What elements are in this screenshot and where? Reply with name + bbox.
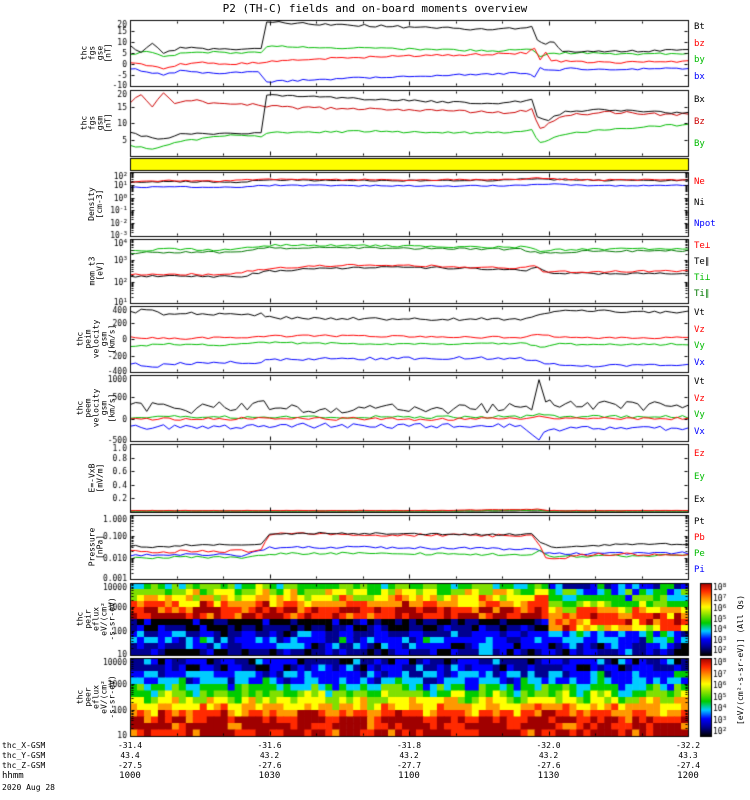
legend-fgs_gsm-Bx: Bx bbox=[694, 95, 705, 105]
axis-row-label-thc_Y-GSM: thc_Y-GSM bbox=[2, 751, 46, 760]
legend-fgs_gse-by: by bbox=[694, 55, 705, 66]
axis-value-thc_X-GSM-1: -31.6 bbox=[257, 741, 282, 750]
panel-label-density: Density [cm-3] bbox=[86, 187, 104, 221]
axis-row-label-thc_X-GSM: thc_X-GSM bbox=[2, 741, 46, 750]
axis-value-hhmm-4: 1200 bbox=[677, 771, 699, 781]
axis-value-thc_Y-GSM-4: 43.3 bbox=[678, 751, 698, 760]
legend-fgs_gse-bx: bx bbox=[694, 71, 705, 82]
legend-pressure-Pt: Pt bbox=[694, 517, 705, 527]
axis-value-thc_X-GSM-4: -32.2 bbox=[675, 741, 701, 750]
panel-label-peem_velocity: thc peem velocity gsm [km/s] bbox=[74, 388, 116, 428]
axis-value-thc_Y-GSM-2: 43.2 bbox=[399, 751, 419, 760]
legend-peem_velocity-Vz: Vz bbox=[694, 393, 705, 404]
axis-row-label-hhmm: hhmm bbox=[2, 771, 24, 781]
legend-peem_velocity-Vy: Vy bbox=[694, 410, 705, 421]
legend-fgs_gsm-Bz: Bz bbox=[694, 117, 705, 127]
legend-e_vxb-Ez: Ez bbox=[694, 449, 705, 460]
axis-value-thc_X-GSM-0: -31.4 bbox=[117, 741, 143, 750]
panel-label-e_vxb: E=-VxB [mV/m] bbox=[86, 463, 104, 493]
legend-mom_t3-Ti⊥: Ti⊥ bbox=[694, 273, 711, 283]
legend-density-Ni: Ni bbox=[694, 198, 705, 208]
legend-pressure-Pe: Pe bbox=[694, 549, 705, 559]
axis-value-thc_Z-GSM-4: -27.4 bbox=[675, 761, 701, 770]
legend-fgs_gse-Bt: Bt bbox=[694, 22, 705, 33]
panel-label-peer_eflux: thc peer eflux eV/(cm² -s-sr-eV) bbox=[75, 675, 117, 719]
axis-value-hhmm-3: 1130 bbox=[537, 771, 560, 781]
axis-value-thc_Z-GSM-2: -27.7 bbox=[396, 761, 422, 770]
axis-value-thc_Z-GSM-1: -27.6 bbox=[257, 761, 282, 770]
legend-peem_velocity-Vt: Vt bbox=[694, 377, 705, 388]
legend-pressure-Pi: Pi bbox=[694, 565, 705, 575]
legend-peim_velocity-Vx: Vx bbox=[694, 357, 705, 368]
panel-label-peim_velocity: thc peim velocity gsm [km/s] bbox=[74, 319, 116, 359]
legend-fgs_gsm-By: By bbox=[694, 139, 705, 149]
panel-label-pressure: Pressure [nPa] bbox=[86, 527, 104, 567]
axis-value-hhmm-1: 1030 bbox=[258, 771, 281, 781]
legend-peim_velocity-Vy: Vy bbox=[694, 341, 705, 352]
date-label: 2020 Aug 28 bbox=[2, 783, 55, 792]
legend-mom_t3-Te∥: Te∥ bbox=[694, 257, 710, 267]
legend-density-Npot: Npot bbox=[694, 219, 716, 230]
legend-density-Ne: Ne bbox=[694, 176, 705, 187]
panel-label-fgs_gsm: thc fgs gsm [nT] bbox=[79, 113, 113, 133]
axis-value-thc_Y-GSM-0: 43.4 bbox=[120, 751, 140, 760]
legend-peim_velocity-Vt: Vt bbox=[694, 308, 705, 319]
panel-label-fgs_gse: thc fgs gse [nT] bbox=[79, 43, 113, 63]
axis-value-hhmm-2: 1100 bbox=[398, 771, 420, 781]
axis-value-thc_Y-GSM-1: 43.2 bbox=[259, 751, 280, 760]
legend-mom_t3-Te⊥: Te⊥ bbox=[694, 241, 711, 251]
axis-value-hhmm-0: 1000 bbox=[119, 771, 141, 781]
axis-value-thc_Z-GSM-0: -27.5 bbox=[117, 761, 143, 770]
legend-mom_t3-Ti∥: Ti∥ bbox=[694, 289, 710, 299]
axis-value-thc_X-GSM-3: -32.0 bbox=[536, 741, 561, 750]
legend-peim_velocity-Vz: Vz bbox=[694, 324, 705, 335]
legend-e_vxb-Ey: Ey bbox=[694, 472, 705, 482]
colorbar-unit-label: [eV/(cm²-s-sr-eV)] (All Qs) bbox=[736, 594, 746, 725]
axis-row-label-thc_Z-GSM: thc_Z-GSM bbox=[2, 761, 46, 770]
legend-peem_velocity-Vx: Vx bbox=[694, 426, 705, 437]
legend-fgs_gse-bz: bz bbox=[694, 38, 705, 49]
axis-value-thc_Z-GSM-3: -27.6 bbox=[536, 761, 561, 770]
legend-e_vxb-Ex: Ex bbox=[694, 494, 705, 505]
panel-label-mom_t3: mom t3 [eV] bbox=[86, 256, 104, 286]
axis-value-thc_X-GSM-2: -31.8 bbox=[396, 741, 422, 750]
axis-value-thc_Y-GSM-3: 43.2 bbox=[538, 751, 559, 760]
legend-pressure-Pb: Pb bbox=[694, 533, 705, 543]
panel-label-peir_eflux: thc peir eflux eV/(cm² -s-sr-eV) bbox=[75, 597, 117, 641]
